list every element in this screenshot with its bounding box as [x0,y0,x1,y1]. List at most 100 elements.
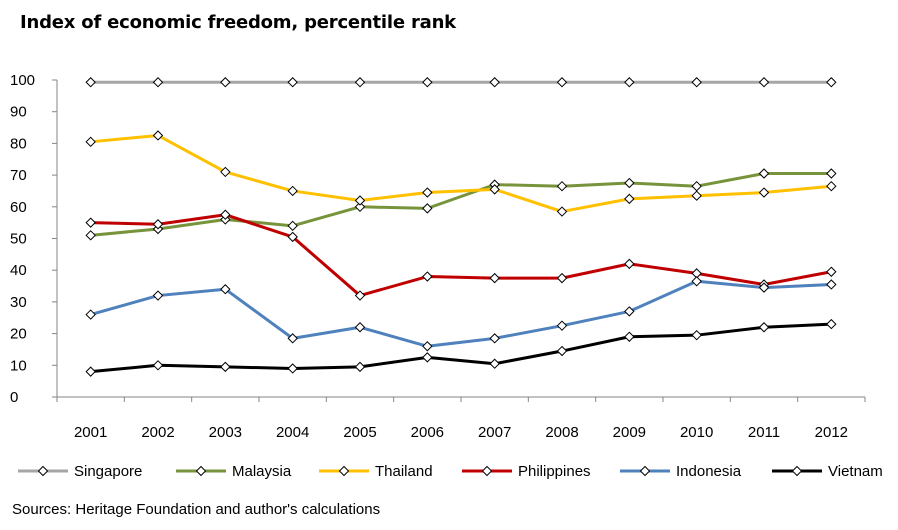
data-point [691,276,702,287]
x-tick-label: 2002 [141,424,174,441]
series-line-vietnam [90,322,832,374]
legend-item-indonesia: Indonesia [620,463,742,480]
series-malaysia [85,168,837,241]
legend-swatch-marker [481,465,493,477]
data-point [489,77,500,88]
data-point [758,187,770,198]
data-point [489,184,500,195]
legend-label: Thailand [375,463,433,480]
data-point [152,290,164,301]
x-tick-label: 2006 [411,424,444,441]
data-point [287,333,298,344]
legend-swatch-marker [195,465,207,477]
data-point [287,363,298,374]
data-point [422,352,433,363]
data-point [758,322,770,333]
data-point [354,201,366,213]
data-point [220,77,231,88]
chart-axes: 0 10 20 30 40 50 60 70 80 90 100 2001 2002 2003 2004 20… [10,72,866,441]
y-tick-label: 40 [10,262,27,279]
series-indonesia [85,276,837,352]
data-point [287,77,298,88]
data-point [152,130,164,141]
data-point [422,271,433,282]
series-line-philippines [90,213,832,298]
x-tick-label: 2012 [815,424,848,441]
data-point [826,168,837,179]
data-point [624,331,635,342]
data-point [354,290,366,301]
y-tick-label: 20 [10,326,27,343]
data-point [489,333,500,344]
data-point [152,77,164,88]
data-point [826,180,837,192]
data-point [758,168,770,179]
data-point [422,341,433,352]
data-point [220,209,231,220]
x-tick-label: 2005 [343,424,376,441]
data-point [85,230,96,241]
data-point [287,220,298,232]
data-point [691,77,702,88]
y-tick-label: 10 [10,357,27,374]
data-point [287,231,298,243]
y-tick-label: 70 [10,167,27,184]
data-point [691,180,702,192]
data-point [624,177,635,189]
data-point [556,206,568,217]
series-vietnam [85,318,837,377]
x-tick-label: 2008 [545,424,578,441]
legend-item-thailand: Thailand [319,463,433,480]
data-point [556,77,568,88]
data-point [556,345,568,357]
x-tick-label: 2010 [680,424,713,441]
data-point [85,309,96,320]
data-point [826,266,837,277]
x-tick-label: 2011 [748,424,780,441]
data-point [826,77,837,88]
data-point [691,329,702,341]
legend-swatch-marker [639,465,651,477]
data-point [354,195,366,206]
legend-label: Malaysia [232,463,292,480]
chart-series [85,77,837,377]
legend-swatch-marker [791,465,803,477]
data-point [354,361,366,373]
x-tick-label: 2003 [209,424,242,441]
series-line-malaysia [90,172,832,237]
x-tick-label: 2007 [478,424,511,441]
data-point [152,219,164,230]
data-point [287,185,298,197]
legend-item-singapore: Singapore [18,463,142,480]
data-point [422,77,433,88]
data-point [556,272,568,284]
y-tick-label: 30 [10,294,27,311]
data-point [489,358,500,369]
series-singapore [85,77,837,88]
x-tick-label: 2004 [276,424,309,441]
series-thailand [85,130,837,217]
data-point [152,360,164,371]
x-tick-label: 2009 [613,424,646,441]
chart-title: Index of economic freedom, percentile ra… [20,12,456,33]
y-tick-label: 80 [10,135,27,152]
legend-label: Indonesia [676,463,742,480]
source-note: Sources: Heritage Foundation and author'… [12,501,381,518]
data-point [489,272,500,284]
data-point [758,77,770,88]
y-tick-label: 50 [10,231,27,248]
data-point [691,190,702,201]
x-tick-label: 2001 [74,424,107,441]
data-point [85,217,96,228]
legend-item-malaysia: Malaysia [176,463,292,480]
legend-swatch-marker [338,465,350,477]
data-point [354,77,366,88]
series-line-thailand [90,133,832,214]
data-point [220,166,231,178]
data-point [85,366,96,377]
data-point [422,203,433,214]
data-point [422,187,433,198]
data-point [556,320,568,331]
data-point [826,318,837,330]
